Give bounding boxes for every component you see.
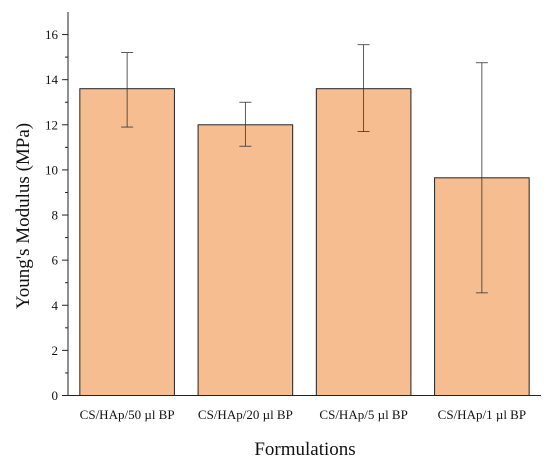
x-tick-label: CS/HAp/50 µl BP (80, 407, 175, 422)
x-axis-title: Formulations (254, 439, 355, 460)
bar (315, 88, 412, 396)
y-tick-label: 16 (45, 27, 59, 42)
y-axis: 0 2 4 6 8 10 12 14 16 (45, 27, 68, 403)
x-axis: CS/HAp/50 µl BP CS/HAp/20 µl BP CS/HAp/5 µ… (80, 407, 526, 422)
y-tick-label: 14 (45, 72, 59, 87)
error-bars-group (121, 44, 488, 294)
bars-group (79, 88, 530, 396)
y-tick-label: 4 (52, 298, 59, 313)
y-axis-title: Young's Modulus (MPa) (13, 123, 34, 309)
y-tick-label: 10 (45, 162, 58, 177)
y-tick-label: 12 (45, 117, 58, 132)
y-tick-label: 6 (52, 253, 59, 268)
bar (79, 88, 175, 396)
x-tick-label: CS/HAp/1 µl BP (438, 407, 526, 422)
y-tick-label: 0 (52, 388, 59, 403)
x-tick-label: CS/HAp/5 µl BP (319, 407, 407, 422)
y-tick-label: 8 (52, 208, 59, 223)
x-tick-label: CS/HAp/20 µl BP (198, 407, 293, 422)
bar (197, 124, 294, 396)
y-tick-label: 2 (52, 343, 59, 358)
